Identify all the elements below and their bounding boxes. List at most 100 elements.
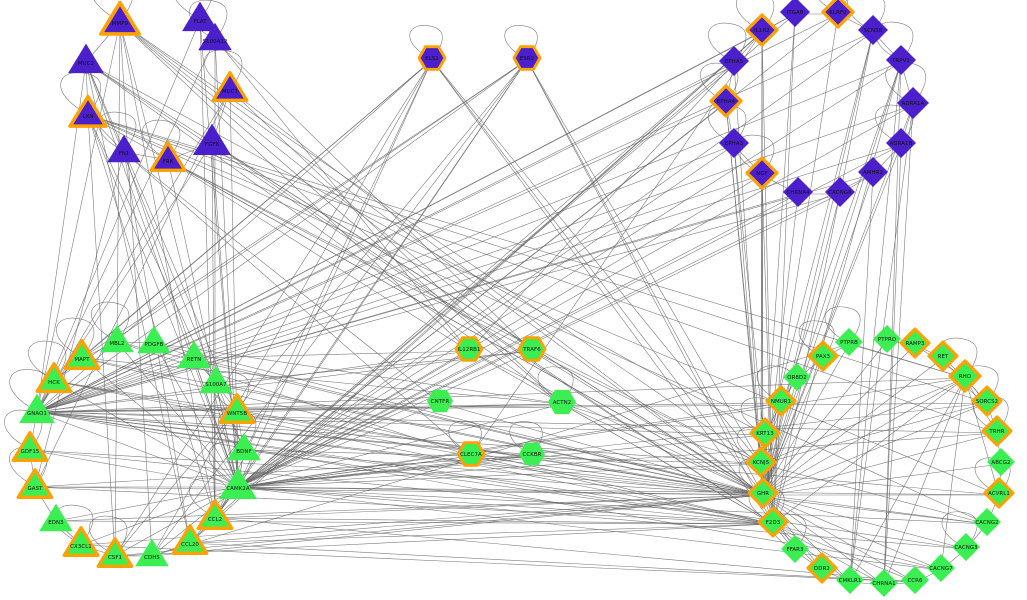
diamond-glyph xyxy=(763,383,799,423)
edge xyxy=(431,59,762,465)
network-node-mmp9[interactable]: MMP9 xyxy=(99,0,141,43)
edge xyxy=(85,61,766,436)
diamond-glyph xyxy=(946,357,984,399)
network-node-clec7a[interactable]: CLEC7A xyxy=(454,439,488,473)
network-node-muc1[interactable]: MUC1 xyxy=(211,71,249,109)
diamond-glyph xyxy=(832,562,868,600)
network-node-els1[interactable]: ELS1 xyxy=(415,43,449,77)
edge xyxy=(214,59,433,519)
diamond-glyph xyxy=(923,550,959,590)
edge xyxy=(215,382,239,488)
network-node-cckbr[interactable]: CCKBR xyxy=(515,439,549,473)
edge xyxy=(531,455,764,496)
edge xyxy=(214,494,764,519)
triangle-glyph xyxy=(149,139,187,181)
network-node-fgf6[interactable]: FGF6 xyxy=(191,122,233,164)
edge xyxy=(85,61,238,413)
edge xyxy=(56,317,95,358)
triangle-glyph xyxy=(171,522,209,564)
triangle-glyph xyxy=(175,337,213,379)
network-node-muc2[interactable]: MUC2 xyxy=(66,42,106,82)
network-node-chrna4[interactable]: CHRNA4 xyxy=(779,175,817,213)
edge xyxy=(940,377,966,571)
edge xyxy=(561,403,762,465)
edge xyxy=(167,159,470,352)
network-node-wnt5b[interactable]: WNT5B xyxy=(218,393,256,431)
network-node-trpv3[interactable]: TRPV3 xyxy=(882,43,920,81)
edge xyxy=(237,174,763,488)
edge xyxy=(36,411,1000,496)
edge xyxy=(237,61,902,488)
network-node-gnao1[interactable]: GNAO1 xyxy=(17,392,57,432)
diamond-glyph xyxy=(743,11,781,53)
edge xyxy=(470,455,774,525)
network-node-cacng6[interactable]: CACNG6 xyxy=(821,175,859,213)
diamond-glyph xyxy=(821,173,859,215)
network-node-cmklr1[interactable]: CMKLR1 xyxy=(832,564,868,600)
network-node-cdh5[interactable]: CDH5 xyxy=(133,537,171,575)
network-node-amhr2[interactable]: AMHR2 xyxy=(854,155,892,193)
diamond-glyph xyxy=(869,321,905,361)
edge xyxy=(237,62,735,488)
network-node-actn2[interactable]: ACTN2 xyxy=(544,386,580,422)
edge xyxy=(53,380,764,496)
edge xyxy=(87,114,966,379)
edge xyxy=(883,377,966,586)
edge xyxy=(237,31,874,488)
diamond-glyph xyxy=(882,124,920,166)
edge xyxy=(875,21,914,62)
edge xyxy=(848,343,966,379)
edge xyxy=(772,31,874,525)
edge xyxy=(36,403,563,413)
network-node-cntfr[interactable]: CNTFR xyxy=(423,386,457,420)
network-node-il12rb1[interactable]: IL12RB1 xyxy=(452,334,486,368)
edge xyxy=(119,21,216,519)
network-node-cx3cl1[interactable]: CX3CL1 xyxy=(62,526,100,564)
network-node-ccl20[interactable]: CCL20 xyxy=(171,524,209,562)
diamond-glyph xyxy=(819,0,857,35)
network-node-epha5[interactable]: EPHA5 xyxy=(715,44,753,82)
network-node-lxn[interactable]: LXN xyxy=(68,94,108,135)
edge xyxy=(762,13,796,496)
network-node-csf1[interactable]: CSF1 xyxy=(96,537,134,575)
edge xyxy=(537,366,574,404)
edge xyxy=(34,89,231,488)
network-node-s100a12[interactable]: S100A12 xyxy=(196,21,234,59)
edge xyxy=(762,402,782,496)
network-node-traf6[interactable]: TRAF6 xyxy=(515,334,549,368)
edge xyxy=(237,403,563,488)
network-node-gdf15[interactable]: GDF15 xyxy=(11,431,49,469)
edge xyxy=(243,449,762,465)
edge xyxy=(211,142,764,496)
edge xyxy=(36,174,763,413)
diamond-glyph xyxy=(805,338,841,378)
edge xyxy=(55,494,764,522)
network-node-adra1a[interactable]: ADRA1A xyxy=(893,85,933,125)
network-node-klrf2[interactable]: KLRF2 xyxy=(819,0,857,33)
edge xyxy=(214,39,533,352)
network-node-ngf[interactable]: NGF xyxy=(743,156,781,194)
edge xyxy=(468,62,735,352)
edge xyxy=(762,61,902,496)
network-node-epha4[interactable]: EPHA4 xyxy=(707,84,745,122)
network-node-frk[interactable]: FRK xyxy=(149,141,187,179)
edge xyxy=(36,411,239,488)
edge xyxy=(237,144,735,488)
diamond-glyph xyxy=(897,325,933,365)
edge xyxy=(81,357,764,496)
network-node-pdgfb[interactable]: PDGFB xyxy=(135,324,173,362)
network-node-mbl2[interactable]: MBL2 xyxy=(98,323,136,361)
edge xyxy=(151,494,764,557)
hexagon-glyph xyxy=(452,332,486,370)
edge xyxy=(762,463,1002,496)
diamond-glyph xyxy=(897,562,933,600)
diamond-glyph xyxy=(779,359,815,399)
edge xyxy=(36,350,470,413)
network-node-esr2[interactable]: ESR2 xyxy=(510,43,544,77)
diamond-glyph xyxy=(866,565,902,600)
network-node-itga8[interactable]: ITGA8 xyxy=(776,0,814,33)
edge xyxy=(116,341,239,488)
network-node-ccr6[interactable]: CCR6 xyxy=(897,564,933,600)
hexagon-glyph xyxy=(544,384,580,424)
network-node-fn1[interactable]: FN1 xyxy=(105,133,143,171)
